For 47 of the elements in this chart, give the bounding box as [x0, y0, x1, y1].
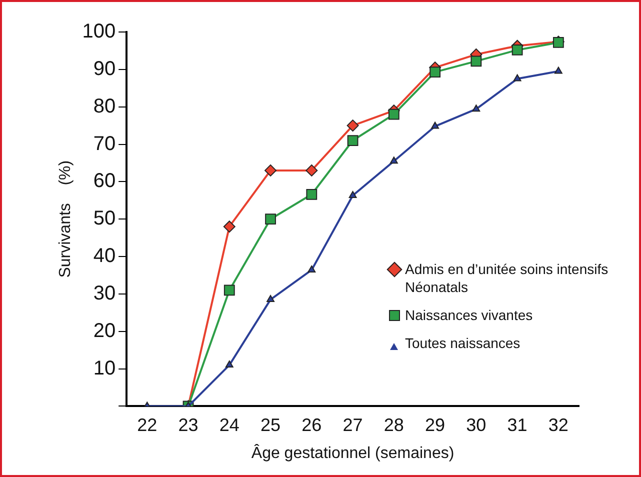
y-tick-label: 30 [93, 282, 116, 304]
x-tick-label: 28 [384, 414, 404, 435]
point [224, 284, 235, 296]
y-tick-label: 70 [93, 132, 116, 155]
point [223, 220, 236, 233]
point [306, 188, 318, 200]
x-tick-label: 24 [219, 414, 240, 435]
point [308, 265, 316, 272]
point [430, 66, 440, 78]
legend-label: Naissances vivantes [405, 306, 533, 324]
x-tick-label: 26 [302, 414, 322, 435]
y-tick-label: 60 [93, 170, 116, 192]
y-tick-label: 90 [93, 58, 116, 80]
y-axis-title: Survivants (%) [57, 160, 74, 278]
point [513, 74, 522, 82]
point [264, 164, 277, 176]
point [265, 214, 276, 225]
y-tick-label: 80 [93, 95, 116, 118]
x-tick-label: 29 [425, 414, 446, 435]
x-tick-label: 32 [548, 414, 568, 435]
y-tick-label: 40 [93, 245, 116, 268]
point [266, 295, 274, 302]
point [554, 66, 562, 74]
point [225, 360, 234, 368]
legend-label: Admis en d’unitée soins intensifs Néonatals [405, 260, 610, 296]
point [347, 135, 358, 146]
point [348, 191, 357, 198]
point [472, 104, 480, 112]
x-tick-label: 23 [178, 414, 198, 435]
point [306, 164, 318, 176]
point [470, 56, 482, 67]
x-tick-label: 27 [342, 414, 363, 435]
y-tick-label: 10 [93, 357, 116, 380]
y-tick-label: 20 [93, 320, 116, 342]
x-tick-label: 25 [260, 414, 281, 435]
point [346, 120, 359, 132]
point [388, 108, 400, 120]
x-tick-label: 31 [507, 414, 528, 435]
x-tick-label: 22 [137, 414, 158, 435]
x-axis-title: Âge gestationnel (semaines) [251, 444, 454, 462]
x-tick-label: 30 [466, 414, 486, 435]
point [431, 122, 440, 129]
point [512, 44, 523, 56]
legend-label: Toutes naissances [405, 334, 520, 352]
y-tick-label: 50 [93, 208, 116, 230]
y-tick-label: 100 [82, 20, 116, 43]
point [390, 156, 398, 164]
